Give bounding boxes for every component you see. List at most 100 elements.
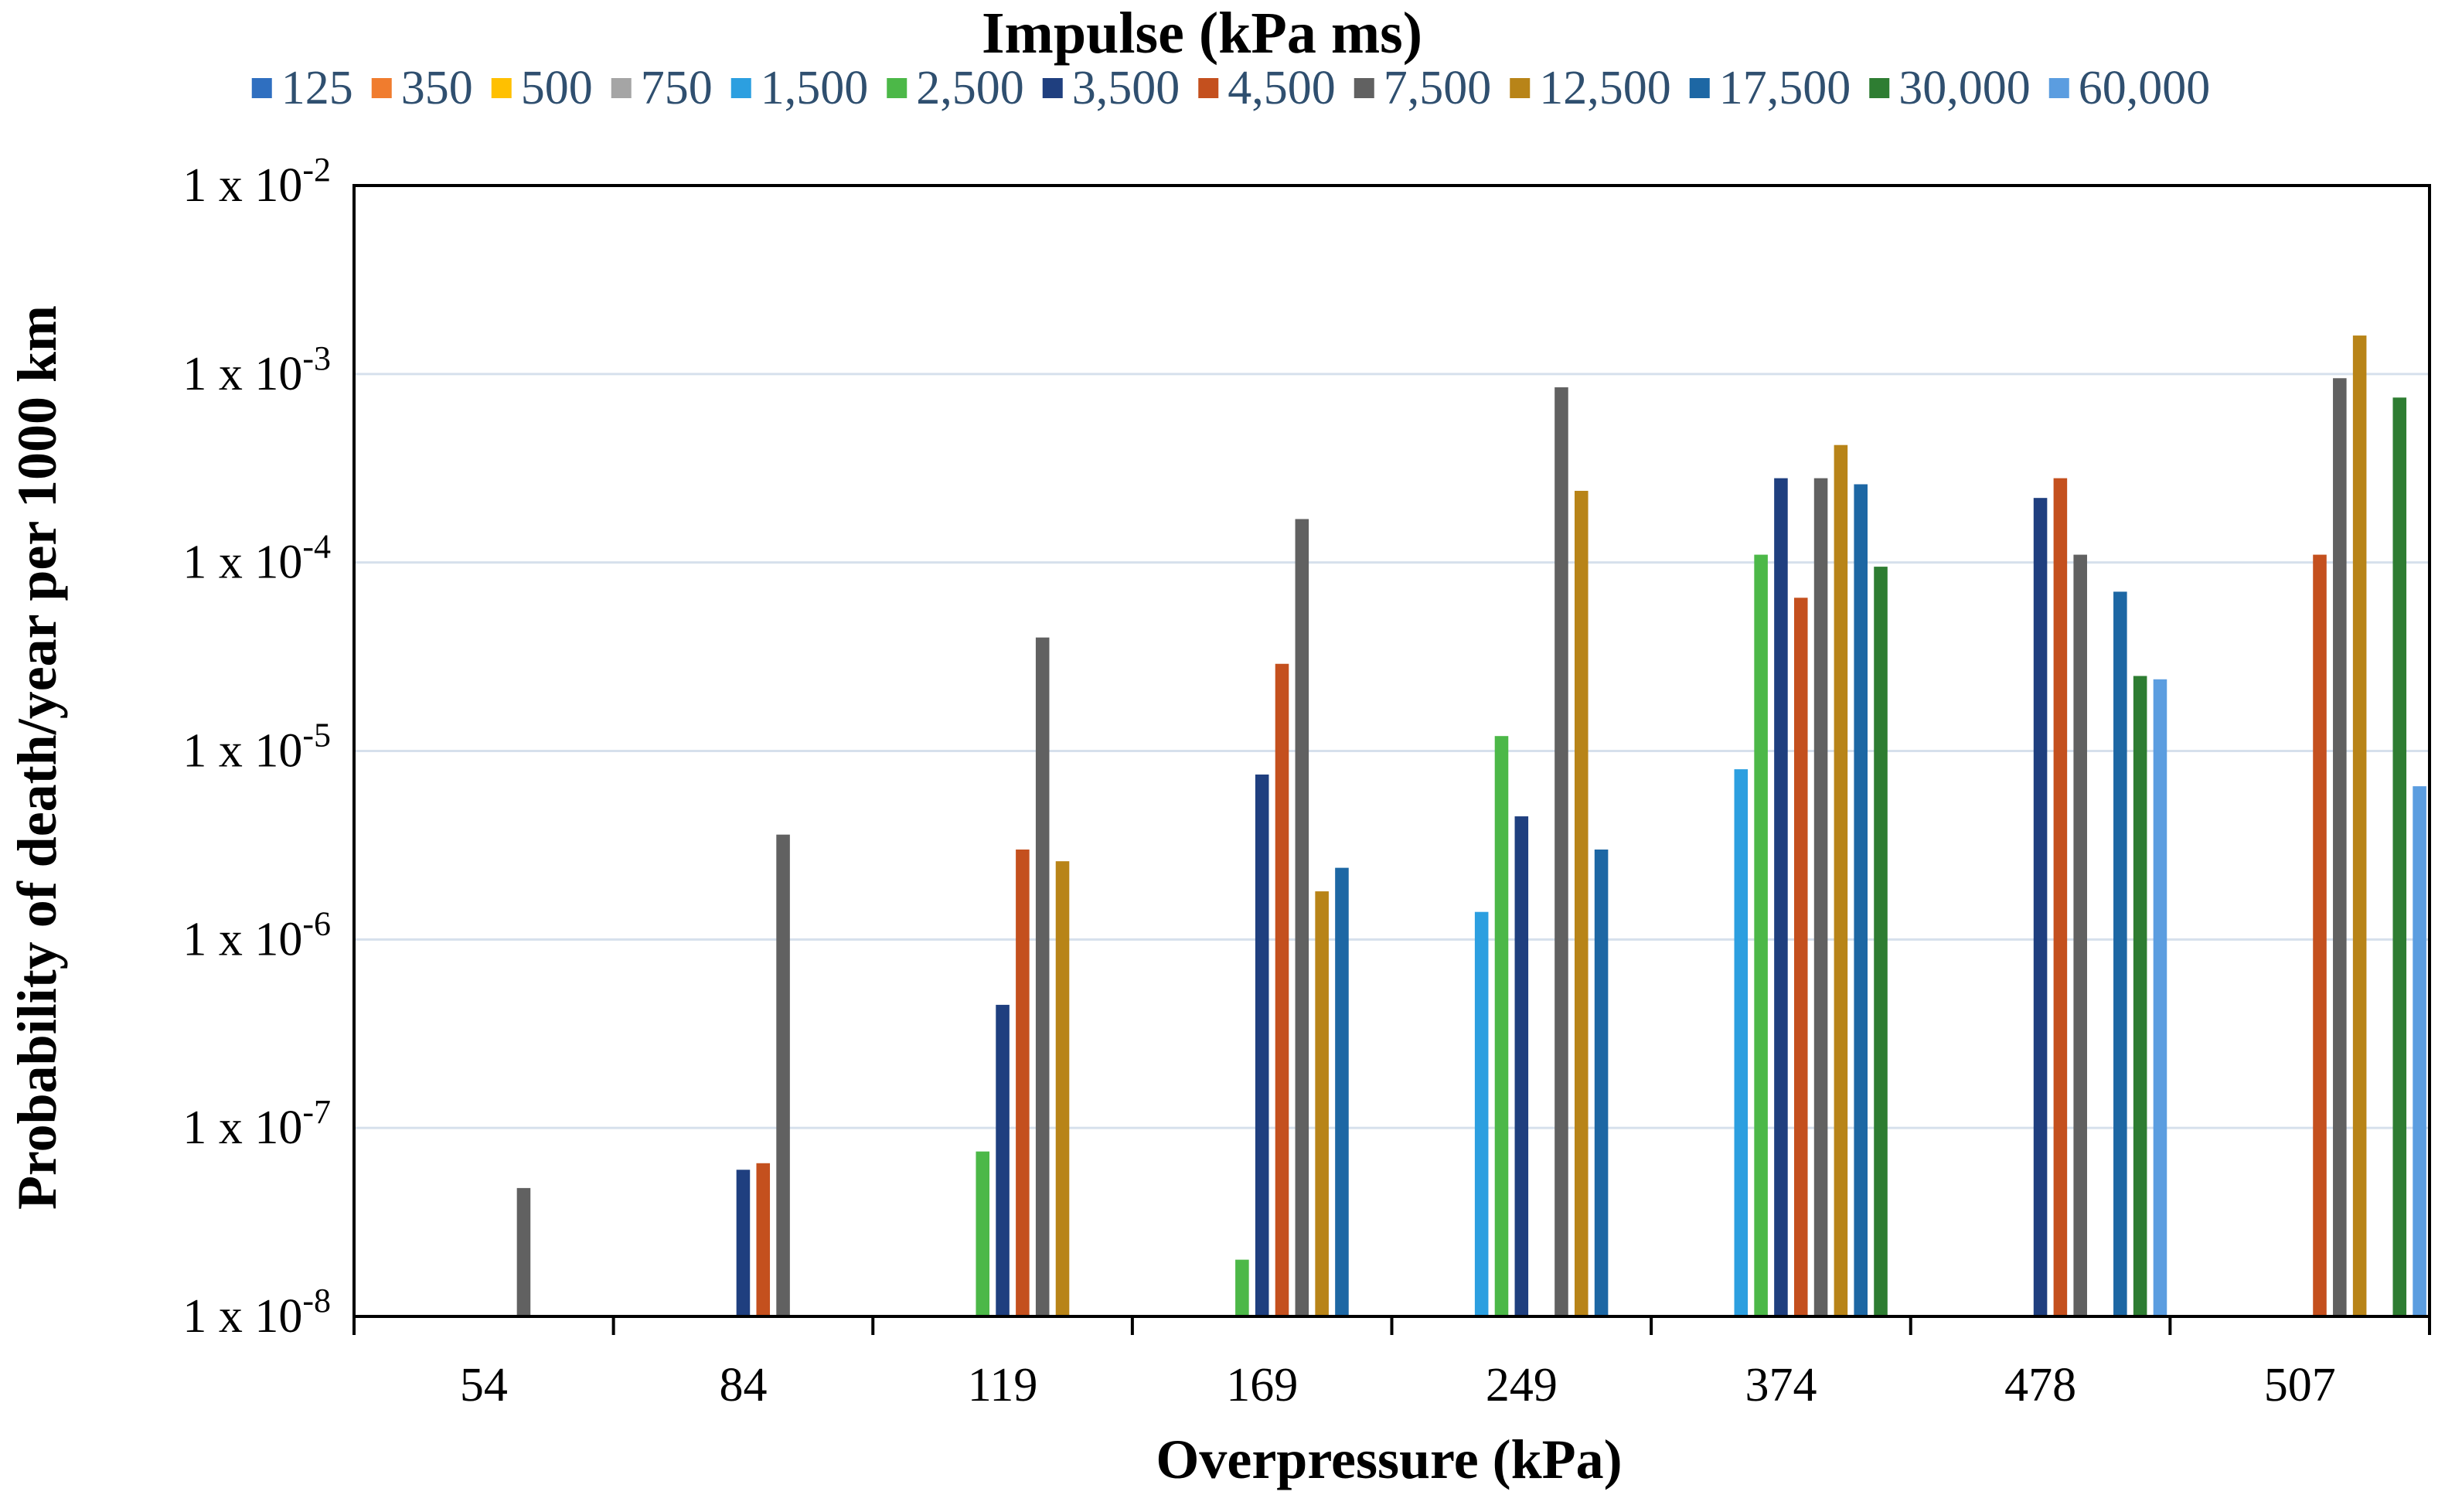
legend-label: 125 xyxy=(281,62,353,114)
bar xyxy=(1754,554,1768,1316)
legend-label: 4,500 xyxy=(1228,62,1336,114)
x-tick-label: 478 xyxy=(2004,1359,2076,1412)
bar xyxy=(1874,567,1888,1316)
legend-label: 500 xyxy=(521,62,593,114)
legend-item: 7,500 xyxy=(1354,62,1492,114)
legend-swatch xyxy=(611,78,632,98)
legend-label: 350 xyxy=(401,62,473,114)
bar xyxy=(1854,484,1868,1316)
bar xyxy=(2352,335,2367,1317)
y-tick-label: 1 x 10-7 xyxy=(182,1093,331,1154)
legend-swatch xyxy=(2048,78,2069,98)
legend-item: 2,500 xyxy=(887,62,1024,114)
legend-label: 750 xyxy=(641,62,713,114)
legend-item: 12,500 xyxy=(1510,62,1671,114)
bar xyxy=(2153,679,2167,1316)
y-tick-label: 1 x 10-5 xyxy=(182,717,331,778)
bar xyxy=(756,1163,771,1316)
bar xyxy=(516,1187,531,1316)
legend-swatch xyxy=(1689,78,1710,98)
legend-label: 17,500 xyxy=(1719,62,1851,114)
legend-swatch xyxy=(887,78,908,98)
legend-item: 500 xyxy=(491,62,593,114)
legend-item: 17,500 xyxy=(1689,62,1851,114)
y-tick-label: 1 x 10-3 xyxy=(182,339,331,400)
bar xyxy=(1315,891,1329,1316)
legend-label: 1,500 xyxy=(761,62,869,114)
bar xyxy=(1035,637,1050,1316)
bar xyxy=(2413,786,2426,1316)
legend-label: 7,500 xyxy=(1384,62,1492,114)
x-tick-label: 507 xyxy=(2264,1359,2336,1412)
bar xyxy=(2313,554,2327,1316)
x-axis-title: Overpressure (kPa) xyxy=(1156,1429,1622,1490)
y-tick-label: 1 x 10-2 xyxy=(182,151,331,212)
bar xyxy=(1774,478,1788,1316)
legend-swatch xyxy=(1354,78,1374,98)
bar xyxy=(1834,444,1848,1316)
legend: 125 350 500 750 1,500 2,500 3,500 4,500 7,500 12,… xyxy=(251,62,2211,114)
legend-swatch xyxy=(1042,78,1063,98)
bar xyxy=(2392,397,2407,1316)
bar xyxy=(2113,591,2127,1316)
bars xyxy=(516,335,2426,1317)
legend-item: 3,500 xyxy=(1042,62,1180,114)
legend-label: 30,000 xyxy=(1898,62,2031,114)
bar xyxy=(1016,849,1030,1316)
legend-item: 125 xyxy=(251,62,353,114)
bar xyxy=(1235,1259,1249,1316)
bar xyxy=(1813,478,1828,1316)
bar xyxy=(2133,676,2147,1316)
bar xyxy=(736,1170,751,1316)
bar xyxy=(1295,519,1309,1316)
legend-item: 60,000 xyxy=(2048,62,2211,114)
bar xyxy=(1554,387,1568,1317)
legend-item: 350 xyxy=(371,62,473,114)
bar xyxy=(776,834,790,1316)
y-axis-title: Probability of death/year per 1000 km xyxy=(6,305,68,1210)
legend-swatch xyxy=(730,78,751,98)
legend-label: 12,500 xyxy=(1539,62,1671,114)
bar xyxy=(1594,849,1609,1316)
legend-swatch xyxy=(251,78,272,98)
legend-label: 2,500 xyxy=(916,62,1024,114)
legend-item: 750 xyxy=(611,62,713,114)
x-tick-labels: 54 84 119 169 249 374 478 507 xyxy=(460,1359,2336,1412)
legend-swatch xyxy=(1510,78,1531,98)
x-tick-label: 249 xyxy=(1486,1359,1558,1412)
x-tick-label: 169 xyxy=(1226,1359,1298,1412)
legend-swatch xyxy=(1198,78,1219,98)
bar xyxy=(2033,498,2048,1316)
legend-swatch xyxy=(371,78,392,98)
legend-label: 60,000 xyxy=(2079,62,2211,114)
bar xyxy=(1574,490,1589,1316)
bar xyxy=(1494,736,1509,1316)
x-tick-label: 119 xyxy=(968,1359,1038,1412)
bar xyxy=(1514,816,1529,1316)
bar xyxy=(1793,598,1808,1316)
y-tick-label: 1 x 10-6 xyxy=(182,904,331,965)
bar xyxy=(1275,663,1289,1316)
bar xyxy=(1335,867,1349,1316)
x-tick-label: 54 xyxy=(460,1359,508,1412)
bar xyxy=(1474,911,1489,1316)
bar xyxy=(1255,774,1269,1316)
legend-item: 30,000 xyxy=(1869,62,2031,114)
y-tick-labels: 1 x 10-8 1 x 10-7 1 x 10-6 1 x 10-5 1 x 10-4… xyxy=(182,151,331,1343)
bar xyxy=(2053,478,2068,1316)
y-tick-label: 1 x 10-4 xyxy=(182,528,331,589)
bar xyxy=(976,1151,990,1316)
legend-label: 3,500 xyxy=(1072,62,1180,114)
bar xyxy=(2073,554,2087,1316)
x-tick-label: 374 xyxy=(1745,1359,1817,1412)
y-tick-label: 1 x 10-8 xyxy=(182,1282,331,1343)
bar xyxy=(1055,861,1070,1316)
bar xyxy=(996,1004,1010,1316)
x-tick-label: 84 xyxy=(719,1359,767,1412)
legend-swatch xyxy=(1869,78,1890,98)
legend-title: Impulse (kPa ms) xyxy=(982,1,1422,66)
bar xyxy=(2333,378,2347,1316)
legend-swatch xyxy=(491,78,512,98)
